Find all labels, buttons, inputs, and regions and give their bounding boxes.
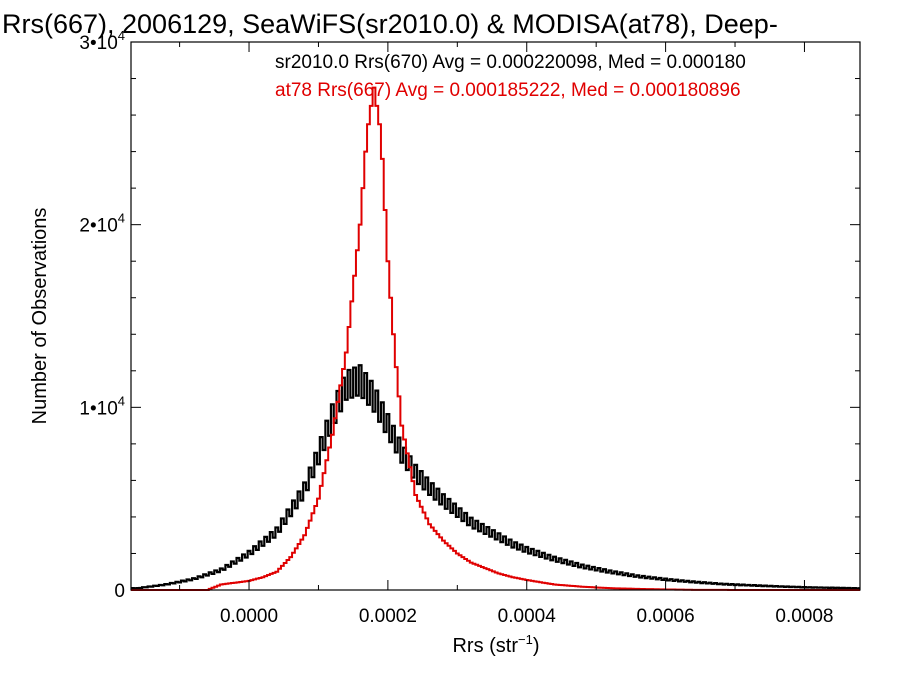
annotation-at78: at78 Rrs(667) Avg = 0.000185222, Med = 0… bbox=[275, 80, 741, 101]
x-axis-label-end: ) bbox=[533, 635, 540, 657]
x-tick-label: 0.0006 bbox=[637, 606, 695, 627]
y-axis-label: Number of Observations bbox=[29, 208, 51, 425]
x-tick-label: 0.0000 bbox=[220, 606, 278, 627]
x-tick-label: 0.0008 bbox=[775, 606, 833, 627]
series-line-0 bbox=[131, 364, 860, 590]
x-axis-label-main: Rrs (str bbox=[452, 635, 518, 657]
y-tick-label: 1•104 bbox=[79, 393, 125, 419]
y-tick-label: 0 bbox=[114, 581, 125, 602]
axes-layer: 0.0000 0.0002 0.0004 0.0006 0.0008 0 1•104 2•10… bbox=[79, 28, 861, 627]
y-tick-label: 2•104 bbox=[79, 211, 125, 237]
y-tick-label: 3•104 bbox=[79, 28, 125, 54]
x-tick-label: 0.0002 bbox=[359, 606, 417, 627]
x-tick-label: 0.0004 bbox=[498, 606, 557, 627]
series-line-1 bbox=[131, 86, 860, 591]
x-axis-label: Rrs (str−1) bbox=[452, 632, 539, 657]
annotation-sr2010: sr2010.0 Rrs(670) Avg = 0.000220098, Med… bbox=[275, 52, 746, 73]
chart-title: Rrs(667), 2006129, SeaWiFS(sr2010.0) & M… bbox=[2, 9, 778, 39]
series-layer bbox=[131, 86, 860, 591]
plot-frame bbox=[130, 41, 861, 591]
x-axis-label-sup: −1 bbox=[518, 632, 533, 647]
